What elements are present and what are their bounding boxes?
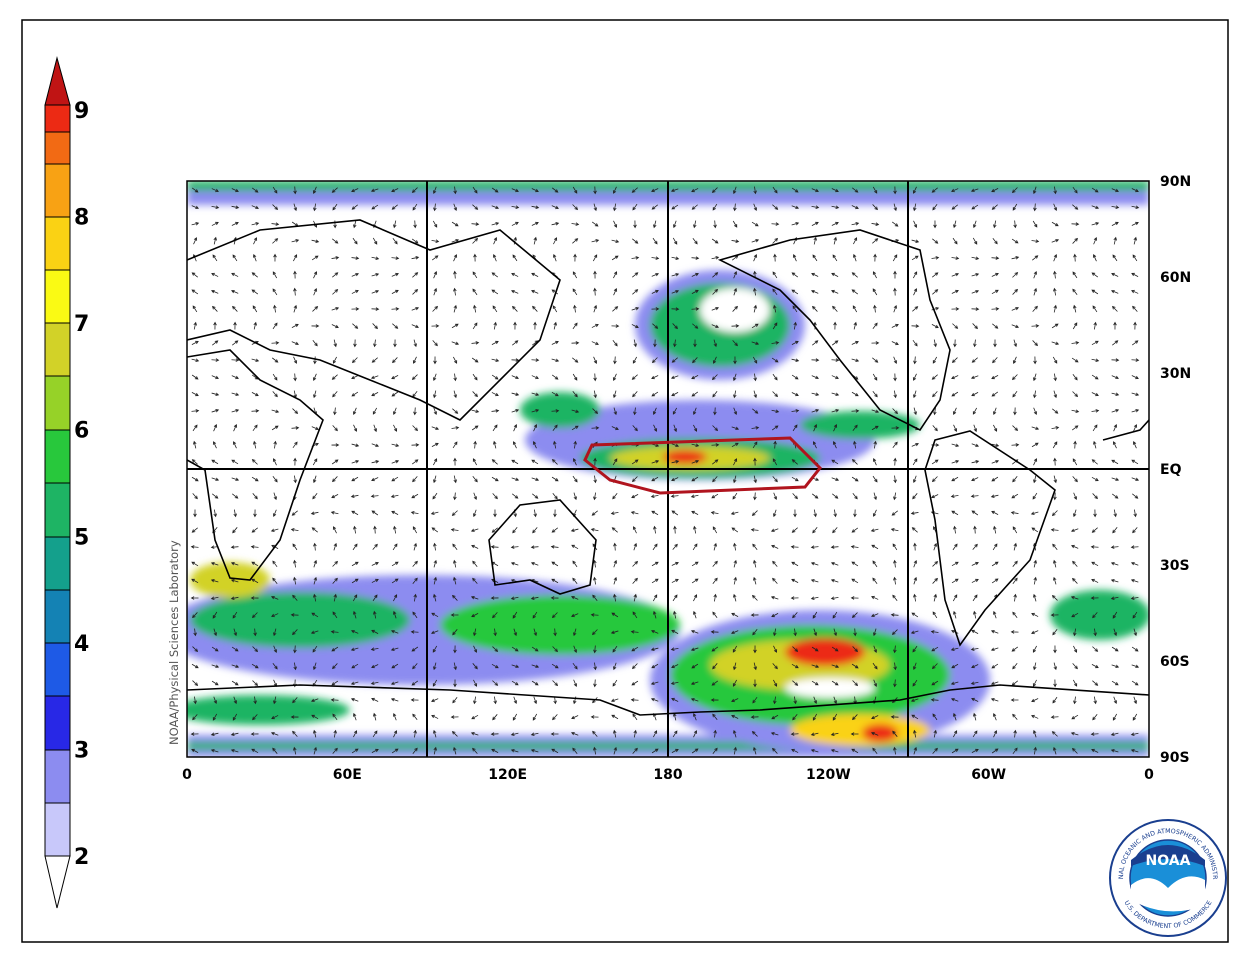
colorbar-arrow-top [44, 56, 71, 106]
colorbar-band [44, 216, 71, 271]
lon-label: 60E [333, 767, 362, 783]
map-border [186, 180, 1150, 758]
colorbar-label: 4 [74, 632, 89, 657]
colorbar-band [44, 642, 71, 697]
lon-label: 120W [806, 767, 851, 783]
lat-label: 30N [1160, 366, 1191, 382]
colorbar-band [44, 589, 71, 644]
colorbar-band [44, 375, 71, 431]
graticule [187, 181, 1149, 757]
wind-arrows [190, 186, 1140, 755]
lat-label: EQ [1160, 462, 1182, 478]
colorbar-band [44, 163, 71, 218]
lat-label: 30S [1160, 558, 1190, 574]
lat-label: 60S [1160, 654, 1190, 670]
colorbar-band [44, 104, 71, 133]
colorbar-label: 7 [74, 312, 89, 337]
frame [21, 19, 1229, 943]
colorbar-label: 9 [74, 99, 89, 124]
lat-label: 90N [1160, 174, 1191, 190]
lon-label: 0 [182, 767, 192, 783]
colorbar-band [44, 269, 71, 324]
colorbar-band [44, 429, 71, 484]
logo-name: NOAA [1146, 853, 1191, 869]
colorbar [44, 56, 71, 909]
highlight-outline [583, 436, 823, 495]
colorbar-label: 6 [74, 419, 89, 444]
colorbar-band [44, 482, 71, 538]
lon-label: 60W [971, 767, 1006, 783]
colorbar-label: 5 [74, 525, 89, 550]
colorbar-band [44, 695, 71, 751]
map [187, 181, 1149, 757]
credit: NOAA/Physical Sciences Laboratory [167, 540, 181, 745]
lon-label: 0 [1144, 767, 1154, 783]
colorbar-band [44, 802, 71, 857]
lat-label: 60N [1160, 270, 1191, 286]
colorbar-band [44, 131, 71, 165]
colorbar-label: 8 [74, 206, 89, 231]
colorbar-band [44, 536, 71, 591]
colorbar-label: 2 [74, 845, 89, 870]
lon-label: 180 [653, 767, 682, 783]
colorbar-band [44, 749, 71, 804]
colorbar-label: 3 [74, 738, 89, 763]
colorbar-band [44, 322, 71, 377]
colorbar-arrow-bottom [44, 855, 71, 909]
lon-label: 120E [488, 767, 527, 783]
lat-label: 90S [1160, 750, 1190, 766]
coastlines [187, 219, 1149, 716]
